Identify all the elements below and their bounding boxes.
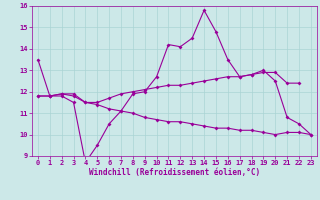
X-axis label: Windchill (Refroidissement éolien,°C): Windchill (Refroidissement éolien,°C) xyxy=(89,168,260,177)
